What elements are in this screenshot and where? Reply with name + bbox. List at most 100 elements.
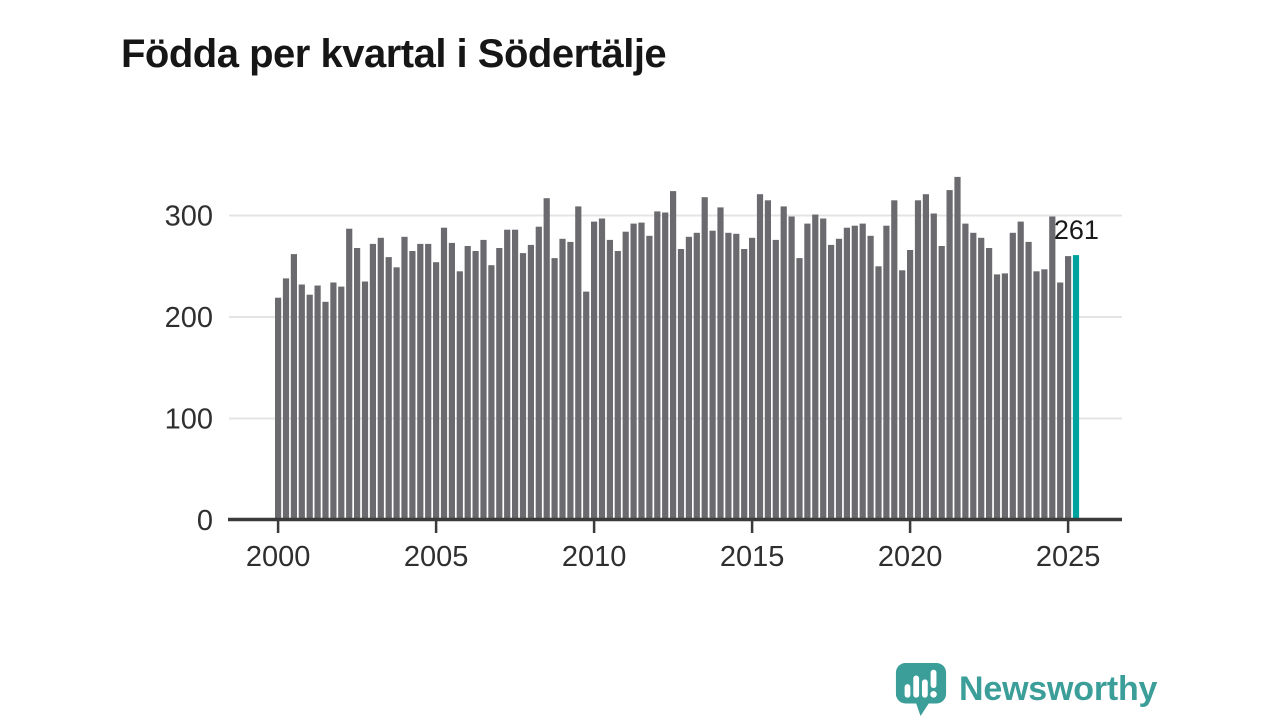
bar	[282, 278, 290, 520]
y-tick-label: 100	[165, 404, 213, 436]
bar	[346, 228, 353, 520]
bar	[519, 253, 527, 520]
newsworthy-speech-bubble-icon	[895, 662, 947, 716]
bar	[685, 236, 692, 521]
logo-bar-medium-icon	[921, 679, 928, 698]
bar	[693, 232, 700, 521]
bar	[480, 239, 487, 520]
bar	[377, 237, 384, 521]
bar	[275, 297, 282, 520]
bar	[417, 243, 424, 520]
bar	[433, 262, 440, 520]
bar	[464, 246, 471, 520]
bar	[614, 251, 621, 520]
bar	[306, 294, 313, 520]
logo-bar-small-icon	[904, 684, 911, 698]
bar	[543, 198, 550, 520]
chart-title: Födda per kvartal i Södertälje	[121, 31, 667, 76]
bar	[914, 200, 922, 521]
bar	[741, 249, 748, 520]
bar	[630, 223, 637, 520]
bar	[733, 233, 740, 521]
brand-name: Newsworthy	[959, 669, 1158, 708]
bar	[1009, 232, 1016, 521]
x-tick-label: 2015	[720, 541, 785, 573]
bar	[1001, 273, 1008, 520]
bar	[677, 249, 685, 520]
bar	[804, 223, 811, 520]
bar	[385, 257, 392, 520]
bar	[764, 200, 771, 521]
bar	[843, 227, 850, 520]
bar	[1033, 271, 1040, 520]
bar	[290, 254, 297, 520]
bar	[756, 194, 764, 520]
bar	[993, 274, 1001, 520]
highlighted-bar	[1072, 255, 1080, 520]
bar	[835, 238, 843, 521]
bar	[361, 281, 369, 520]
bar	[1025, 241, 1032, 520]
bar	[986, 248, 993, 520]
bar	[946, 190, 953, 520]
bar	[504, 229, 511, 520]
y-tick-label: 300	[165, 201, 213, 233]
bar	[749, 237, 756, 521]
bar	[472, 251, 479, 520]
bar	[907, 250, 914, 520]
bar	[393, 267, 400, 520]
bar	[567, 241, 574, 520]
bar	[978, 237, 985, 521]
bar	[314, 285, 321, 520]
bar	[575, 206, 582, 520]
bar	[338, 286, 345, 520]
x-tick-label: 2020	[878, 541, 943, 573]
bar	[954, 176, 961, 520]
bar	[788, 216, 795, 520]
bar	[322, 301, 329, 520]
bar	[598, 218, 606, 520]
bar	[1017, 221, 1024, 520]
bar	[820, 218, 827, 520]
x-tick-label: 2025	[1036, 541, 1101, 573]
bar	[922, 194, 929, 520]
bar	[725, 232, 732, 521]
logo-bar-tall-icon	[913, 675, 920, 698]
bar	[440, 227, 448, 520]
bar	[606, 239, 613, 520]
bar	[662, 212, 669, 520]
bar	[401, 236, 408, 521]
bar	[962, 223, 969, 520]
bar	[298, 284, 305, 520]
bar	[970, 232, 977, 521]
bar	[772, 239, 779, 520]
bar	[591, 221, 598, 520]
bar	[709, 230, 716, 520]
x-tick-label: 2005	[404, 541, 469, 573]
bar	[717, 207, 724, 520]
bar	[583, 291, 590, 520]
last-value-annotation: 261	[1054, 215, 1099, 245]
logo-exclamation-dot-icon	[930, 691, 937, 698]
bar	[654, 211, 661, 520]
bar	[425, 243, 432, 520]
x-tick-label: 2000	[246, 541, 311, 573]
y-tick-label: 200	[165, 302, 213, 334]
speech-bubble-shape	[895, 662, 947, 716]
x-tick-label: 2010	[562, 541, 627, 573]
y-tick-label: 0	[197, 505, 213, 537]
bar	[638, 222, 645, 520]
bar	[559, 238, 566, 521]
bar	[780, 206, 787, 520]
bar	[622, 231, 629, 520]
bar	[369, 243, 376, 520]
bar	[1057, 282, 1064, 520]
bar	[535, 226, 542, 520]
bar	[354, 248, 361, 520]
logo-exclamation-bar-icon	[930, 669, 937, 689]
bar	[930, 213, 937, 520]
bar	[409, 251, 416, 520]
bar	[456, 271, 463, 520]
bar	[796, 258, 803, 520]
